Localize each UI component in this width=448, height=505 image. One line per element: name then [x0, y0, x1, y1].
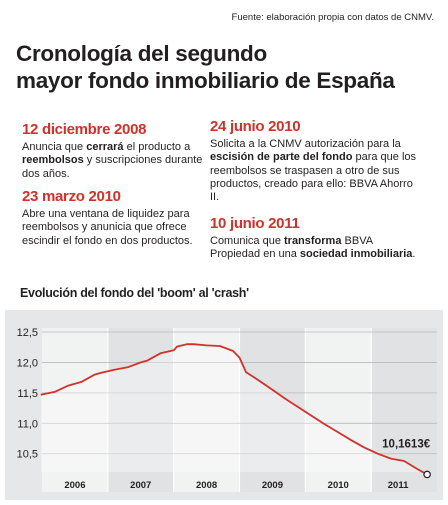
title-line-1: Cronología del segundo: [16, 41, 267, 66]
emphasis-text: escisión de parte del fondo: [210, 151, 353, 164]
year-band: [239, 328, 306, 492]
body-text: Solicita a la CNMV autorización para la: [210, 138, 401, 150]
y-tick-label: 12,0: [17, 357, 38, 369]
x-tick-label: 2009: [262, 480, 283, 491]
event-2: 23 marzo 2010 Abre una ventana de liquid…: [22, 188, 207, 248]
end-point-marker: [423, 470, 431, 479]
emphasis-text: cerrará: [86, 141, 124, 153]
y-tick-label: 11,5: [17, 388, 38, 400]
body-text: BBVA Propiedad en una: [210, 235, 373, 261]
event-date: 23 marzo 2010: [22, 188, 121, 205]
event-1: 12 diciembre 2008 Anuncia que cerrará el…: [22, 121, 207, 181]
emphasis-text: transforma: [284, 235, 342, 247]
series-line: [40, 343, 428, 476]
y-tick-label: 10,5: [17, 449, 38, 461]
event-3: 24 junio 2010 Solicita a la CNMV autoriz…: [210, 118, 425, 204]
year-band: [107, 328, 174, 492]
emphasis-text: sociedad inmobiliaria: [299, 248, 413, 261]
year-band: [371, 328, 437, 492]
x-tick-label: 2007: [130, 480, 151, 491]
x-tick-label: 2010: [328, 480, 349, 491]
event-description: Abre una ventana de liquidez para reembo…: [22, 208, 207, 248]
series-area: [40, 344, 428, 475]
event-date: 24 junio 2010: [210, 118, 301, 135]
x-tick-label: 2011: [388, 480, 409, 491]
y-tick-label: 12,5: [17, 327, 38, 339]
event-description: Solicita a la CNMV autorización para la …: [210, 138, 425, 204]
body-text: y suscripciones durante dos años.: [22, 154, 203, 180]
end-value-label: 10,1613€: [382, 438, 431, 450]
body-text: el producto a: [123, 141, 191, 153]
source-note: Fuente: elaboración propia con datos de …: [231, 12, 434, 23]
body-text: Anuncia que: [22, 141, 87, 153]
y-tick-label: 11,0: [17, 418, 38, 430]
event-date: 12 diciembre 2008: [22, 121, 147, 138]
body-text: Comunica que: [210, 235, 284, 247]
event-description: Anuncia que cerrará el producto a reembo…: [22, 141, 207, 181]
emphasis-text: reembolsos: [22, 154, 84, 167]
event-4: 10 junio 2011 Comunica que transforma BB…: [210, 215, 425, 262]
body-text: para que los reembolsos se traspasen a o…: [210, 151, 417, 204]
year-band: [305, 328, 372, 492]
body-text: Abre una ventana de liquidez para reembo…: [22, 208, 193, 247]
event-description: Comunica que transforma BBVA Propiedad e…: [210, 235, 425, 262]
x-tick-label: 2008: [196, 480, 217, 491]
page-title: Cronología del segundo mayor fondo inmob…: [16, 40, 436, 94]
body-text: .: [412, 248, 416, 261]
chart-title: Evolución del fondo del 'boom' al 'crash…: [20, 286, 249, 300]
x-tick-label: 2006: [64, 480, 85, 491]
year-band: [42, 328, 108, 492]
event-date: 10 junio 2011: [210, 215, 300, 232]
year-band: [173, 328, 240, 492]
title-line-2: mayor fondo inmobiliario de España: [16, 68, 395, 93]
